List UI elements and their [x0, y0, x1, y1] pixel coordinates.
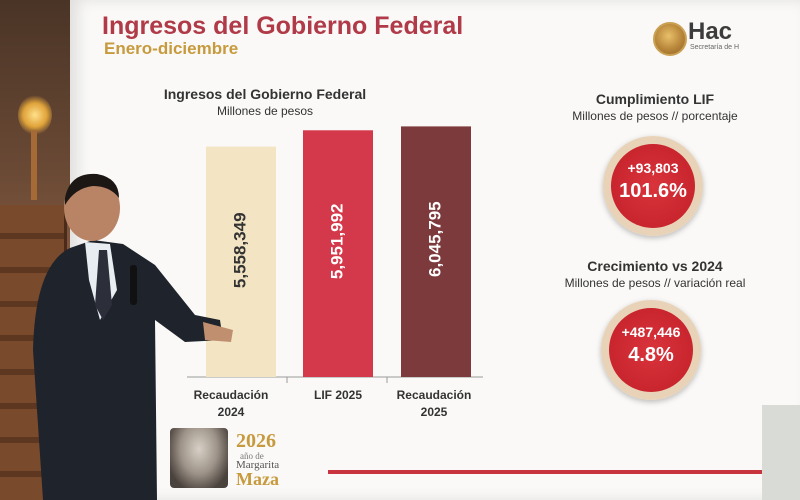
presenter-hand	[203, 322, 233, 342]
accent-line	[328, 470, 764, 474]
kpi-delta: +93,803	[627, 160, 679, 176]
presenter-tie	[95, 250, 112, 320]
kpi-unit: Millones de pesos // porcentaje	[572, 109, 738, 123]
lamp-stand	[31, 130, 37, 200]
category-label: LIF 2025	[313, 388, 363, 402]
bar-value-label: 5,951,992	[327, 203, 346, 279]
honoree-last-name: Maza	[236, 469, 279, 489]
eagle-emblem-icon	[653, 22, 687, 56]
presenter-hair	[65, 173, 119, 205]
category-label: Recaudación 2025	[396, 388, 472, 419]
bar-3	[401, 126, 471, 377]
lamp-light	[18, 95, 52, 135]
chart-title: Ingresos del Gobierno Federal	[163, 86, 367, 102]
kpi-badge: +93,803 101.6%	[603, 136, 703, 236]
category-label: Recaudación 2024	[193, 388, 269, 419]
kpi-title: Cumplimiento LIF	[595, 91, 715, 107]
bar-2	[303, 130, 373, 377]
chart-unit: Millones de pesos	[216, 104, 314, 118]
bar-value-label: 6,045,795	[425, 201, 444, 277]
logo-text: Hac	[688, 18, 733, 45]
kpi-unit: Millones de pesos // variación real	[564, 276, 746, 290]
presenter-head	[64, 175, 120, 241]
honoree-first-name: Margarita	[236, 459, 280, 471]
year-badge: 2026	[236, 430, 276, 452]
logo-subtext: Secretaría de H	[690, 44, 740, 51]
kpi-percentage: 4.8%	[628, 344, 674, 366]
bar-value-label: 5,558,349	[230, 212, 249, 288]
year-caption: año de	[240, 451, 264, 461]
kpi-title: Crecimiento vs 2024	[587, 258, 723, 274]
presenter-suit	[33, 240, 223, 500]
kpi-badge: +487,446 4.8%	[601, 300, 701, 400]
microphone	[130, 265, 137, 305]
corner-object	[762, 405, 800, 500]
kpi-delta: +487,446	[621, 324, 681, 340]
portrait-image	[170, 428, 228, 488]
presenter-figure	[33, 173, 233, 500]
page-title: Ingresos del Gobierno Federal	[102, 12, 464, 40]
kpi-percentage: 101.6%	[619, 180, 687, 202]
page-subtitle: Enero-diciembre	[104, 39, 239, 58]
